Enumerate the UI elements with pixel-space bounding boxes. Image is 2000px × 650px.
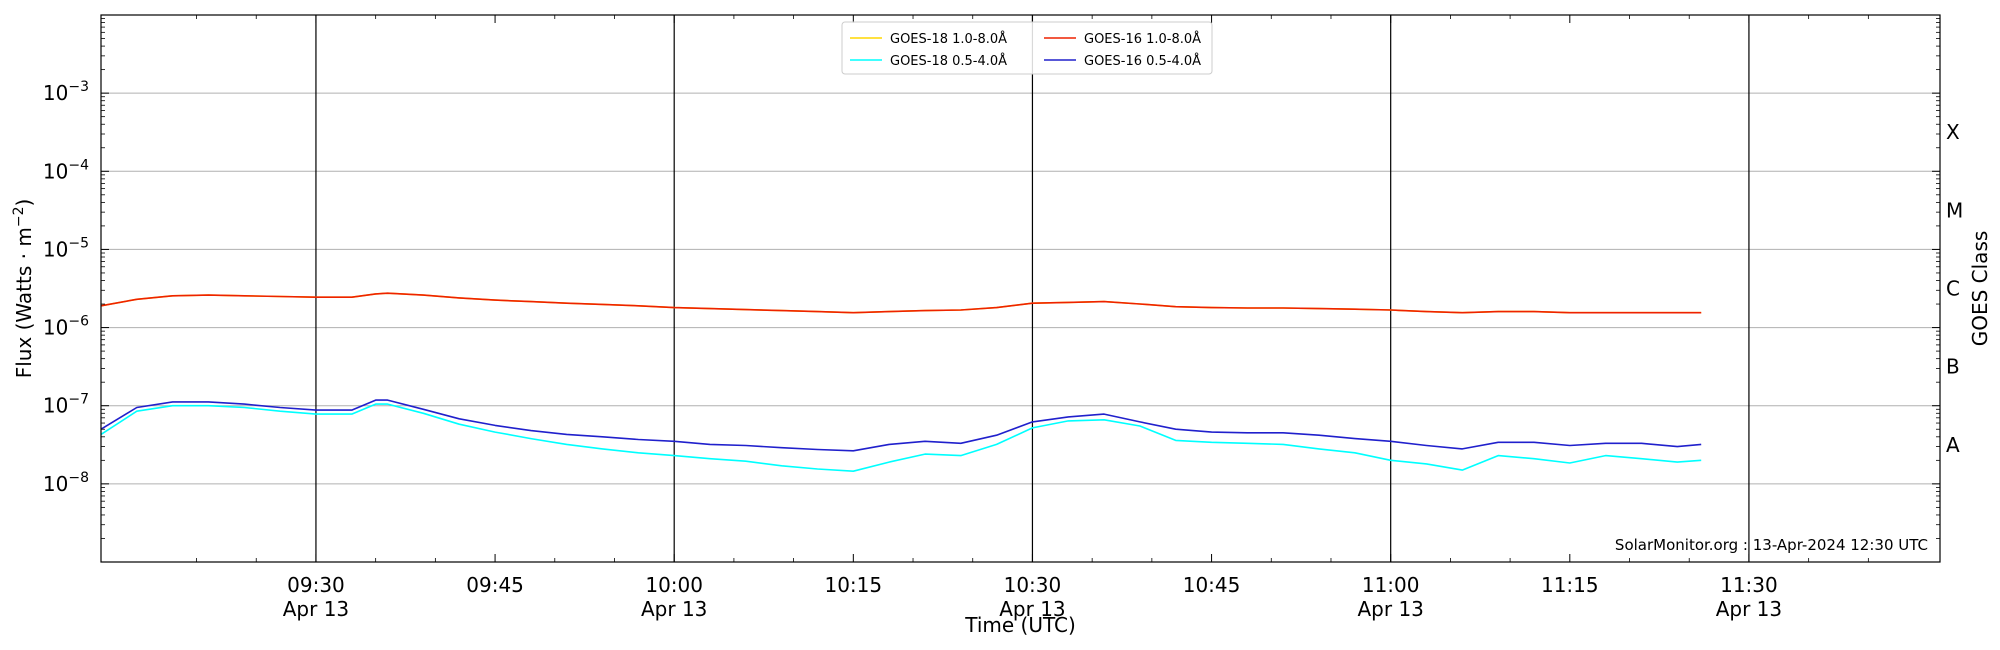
credit-text: SolarMonitor.org : 13-Apr-2024 12:30 UTC [1615, 536, 1928, 554]
y-tick-exponent: −6 [68, 314, 89, 330]
x-tick-label: 11:30 [1720, 573, 1778, 597]
grid-layer [101, 92, 1940, 485]
legend-box [841, 21, 1213, 75]
y-tick-base: 10 [43, 237, 68, 261]
x-tick-label: 10:30 [1004, 573, 1062, 597]
y-tick-base: 10 [43, 394, 68, 418]
plot-frame [100, 14, 1941, 563]
y-axis-title-exponent: −2 [11, 207, 27, 228]
y-tick-exponent: −3 [68, 79, 89, 95]
y-tick-label: 10−4 [43, 157, 89, 183]
x-tick-label: 11:00 [1362, 573, 1420, 597]
x-tick-label: 09:45 [466, 573, 524, 597]
y-tick-label: 10−3 [43, 79, 89, 105]
x-tick-date-label: Apr 13 [283, 597, 349, 621]
x-tick-label: 10:45 [1183, 573, 1241, 597]
legend-entry: GOES-16 0.5-4.0Å [1084, 53, 1201, 69]
y-tick-exponent: −4 [68, 157, 89, 173]
series-line-4 [100, 399, 1702, 452]
goes-class-label: M [1946, 198, 1963, 222]
y-tick-label: 10−8 [43, 470, 89, 496]
x-tick-date-label: Apr 13 [999, 597, 1065, 621]
goes-class-axis-title: GOES Class [1968, 231, 1992, 347]
goes-class-label: X [1946, 120, 1960, 144]
x-tick-date-label: Apr 13 [1357, 597, 1423, 621]
legend: GOES-18 1.0-8.0Å GOES-18 0.5-4.0Å GOES-16 … [841, 21, 1213, 75]
x-tick-label: 10:00 [645, 573, 703, 597]
y-tick-base: 10 [43, 81, 68, 105]
goes-class-label: A [1946, 433, 1960, 457]
y-tick-base: 10 [43, 159, 68, 183]
goes-class-label: B [1946, 355, 1960, 379]
goes-class-labels: X M C B A [1946, 120, 1963, 457]
y-tick-label: 10−6 [43, 314, 89, 340]
legend-entry: GOES-18 1.0-8.0Å [890, 31, 1007, 47]
x-axis-title: Time (UTC) [964, 613, 1076, 637]
legend-entry: GOES-18 0.5-4.0Å [890, 53, 1007, 69]
y-tick-base: 10 [43, 472, 68, 496]
x-tick-label: 10:15 [824, 573, 882, 597]
series-layer [100, 292, 1702, 473]
time-marker-lines [315, 15, 1750, 562]
y-tick-exponent: −8 [68, 470, 89, 486]
goes-class-label: C [1946, 277, 1960, 301]
y-axis-title: Flux (Watts · m−2) [11, 199, 36, 379]
y-tick-exponent: −5 [68, 235, 89, 251]
series-line-3 [100, 403, 1702, 473]
y-axis-title-main: Flux (Watts · m [12, 227, 36, 378]
x-tick-date-label: Apr 13 [1716, 597, 1782, 621]
legend-entry: GOES-16 1.0-8.0Å [1084, 31, 1201, 47]
series-line-2 [100, 292, 1702, 314]
y-axis-title-close: ) [12, 199, 36, 207]
y-tick-label: 10−7 [43, 392, 89, 418]
x-tick-label: 09:30 [287, 573, 345, 597]
y-axis-ticks: 10−310−410−510−610−710−8 [43, 18, 1940, 539]
y-tick-label: 10−5 [43, 235, 89, 261]
x-tick-label: 11:15 [1541, 573, 1599, 597]
y-tick-base: 10 [43, 316, 68, 340]
x-tick-date-label: Apr 13 [641, 597, 707, 621]
y-tick-exponent: −7 [68, 392, 89, 408]
